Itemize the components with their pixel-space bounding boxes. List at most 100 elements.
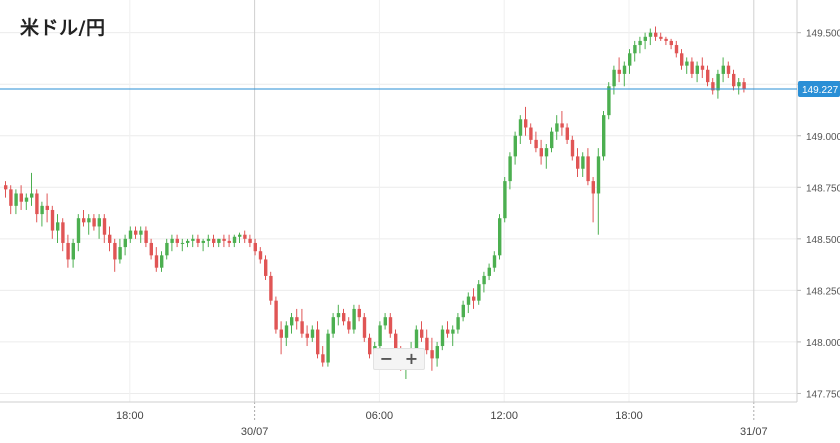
- candle: [40, 201, 44, 227]
- candle: [170, 234, 174, 252]
- candle-body: [742, 82, 746, 89]
- candle: [342, 308, 346, 326]
- candle-body: [331, 317, 335, 334]
- candle: [716, 69, 720, 99]
- y-tick-label: 147.750: [806, 389, 840, 400]
- candle: [274, 296, 278, 334]
- zoom-in-button[interactable]: +: [404, 349, 419, 368]
- candle: [513, 131, 517, 165]
- candle-body: [388, 317, 393, 334]
- candle: [108, 226, 112, 252]
- candle: [352, 304, 356, 334]
- candle-body: [622, 65, 627, 74]
- candle: [191, 234, 195, 248]
- candle: [76, 214, 81, 252]
- candle-body: [170, 238, 174, 243]
- candle-body: [648, 32, 653, 37]
- candle-body: [186, 240, 190, 243]
- candle: [576, 148, 580, 177]
- candle-body: [269, 275, 273, 301]
- candle: [685, 57, 689, 74]
- candle: [534, 131, 538, 153]
- candle-body: [591, 181, 595, 194]
- candle-body: [628, 53, 632, 66]
- x-tick-label: 06:00: [366, 410, 394, 422]
- candle-body: [40, 205, 44, 215]
- candle: [180, 238, 185, 252]
- candle-body: [123, 238, 127, 248]
- candle: [82, 209, 86, 227]
- candle-body: [581, 156, 585, 169]
- candle-body: [451, 329, 455, 334]
- candle-body: [92, 218, 96, 227]
- candle: [336, 304, 341, 326]
- candle-body: [149, 242, 153, 256]
- candle: [97, 214, 101, 239]
- candle: [487, 263, 491, 281]
- candle-body: [414, 329, 419, 351]
- candle: [300, 308, 304, 338]
- candle-body: [732, 73, 736, 87]
- candle: [295, 308, 299, 330]
- candle-body: [76, 218, 81, 243]
- y-tick-label: 148.250: [806, 286, 840, 297]
- candle-body: [602, 115, 606, 157]
- zoom-out-button[interactable]: −: [379, 349, 394, 368]
- candle-body: [253, 242, 257, 252]
- candle: [305, 325, 309, 347]
- candle-body: [700, 65, 705, 70]
- candle-body: [383, 317, 387, 326]
- x-tick-label: 30/07: [241, 426, 269, 438]
- candle-body: [238, 234, 242, 237]
- candle: [321, 346, 325, 367]
- candle: [316, 321, 320, 359]
- candle-body: [160, 255, 164, 268]
- candle-body: [232, 236, 237, 243]
- candle-body: [113, 242, 117, 260]
- candle: [570, 135, 575, 161]
- candle: [92, 214, 96, 231]
- y-tick-label: 149.500: [806, 29, 840, 40]
- candle: [503, 176, 507, 223]
- candle-body: [513, 135, 517, 157]
- candle: [362, 313, 367, 342]
- candle: [206, 234, 211, 248]
- candle-body: [487, 267, 491, 276]
- candle: [628, 49, 632, 74]
- candle-body: [435, 346, 439, 359]
- candle: [539, 139, 543, 165]
- candle: [461, 300, 465, 322]
- candle-layer: [4, 26, 746, 380]
- candle: [196, 234, 200, 248]
- candle-body: [300, 321, 304, 334]
- candle-body: [695, 65, 699, 74]
- candle: [742, 78, 746, 93]
- candle-body: [248, 238, 252, 243]
- candle-body: [227, 240, 231, 243]
- candle-body: [50, 209, 55, 231]
- candle: [622, 61, 627, 87]
- candle-body: [425, 337, 429, 351]
- candle: [154, 247, 159, 272]
- candle-body: [326, 333, 330, 363]
- candle: [555, 115, 559, 140]
- candle: [123, 234, 127, 256]
- candle: [45, 193, 49, 223]
- candle-body: [144, 230, 148, 243]
- candle: [269, 271, 273, 305]
- candle: [368, 333, 372, 359]
- candle: [357, 304, 361, 322]
- candle-body: [539, 148, 543, 157]
- candle: [186, 238, 190, 248]
- current-price-label: 149.227: [802, 85, 839, 96]
- current-price-badge: [798, 80, 840, 97]
- candle-body: [118, 247, 122, 260]
- candle-body: [518, 119, 523, 136]
- candle: [50, 205, 55, 239]
- candle: [331, 313, 335, 338]
- candle-body: [128, 230, 133, 239]
- candle: [248, 234, 252, 248]
- candle-body: [175, 238, 179, 243]
